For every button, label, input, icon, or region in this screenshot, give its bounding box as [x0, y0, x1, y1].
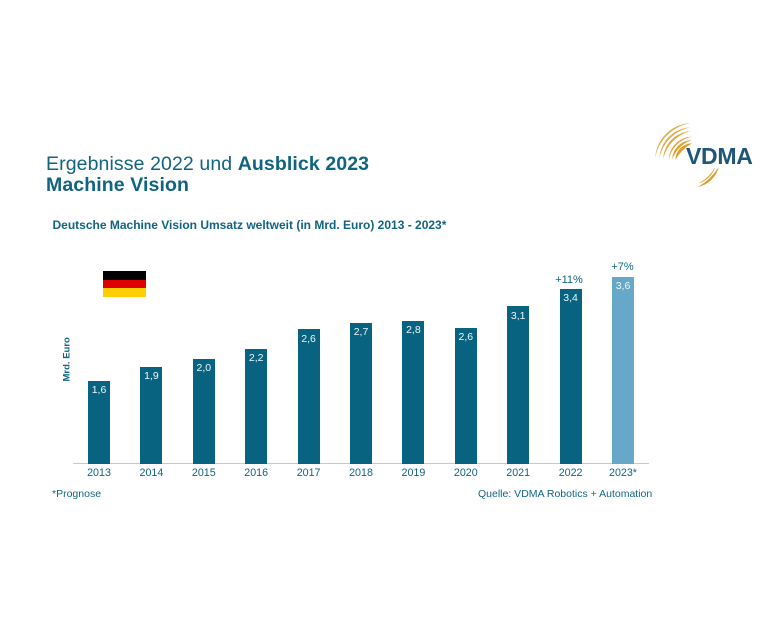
svg-text:VDMA: VDMA	[686, 143, 753, 169]
